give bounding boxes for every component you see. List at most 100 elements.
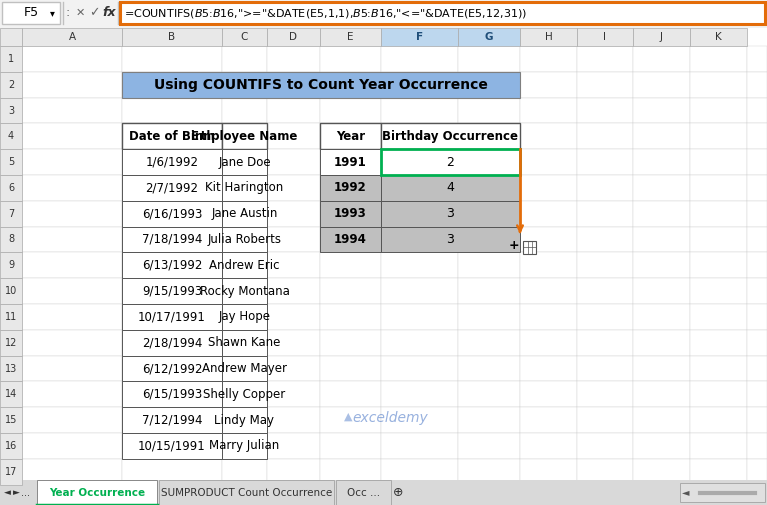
- Bar: [577, 123, 633, 149]
- Text: D: D: [289, 32, 298, 42]
- Text: 6/16/1993: 6/16/1993: [142, 207, 202, 220]
- Text: 13: 13: [5, 364, 17, 374]
- Bar: [0, 381, 22, 407]
- Bar: [458, 304, 520, 330]
- Bar: [22, 381, 122, 407]
- Bar: [747, 201, 767, 227]
- Bar: [747, 381, 767, 407]
- Bar: [458, 407, 520, 433]
- Bar: [458, 97, 520, 123]
- Bar: [633, 175, 690, 201]
- Text: F5: F5: [24, 7, 38, 20]
- Bar: [633, 28, 690, 46]
- Text: 17: 17: [5, 467, 17, 477]
- Bar: [122, 407, 222, 433]
- Bar: [520, 381, 577, 407]
- Bar: [267, 149, 320, 175]
- Text: 10/15/1991: 10/15/1991: [138, 439, 206, 452]
- Bar: [381, 149, 458, 175]
- Bar: [320, 97, 381, 123]
- Bar: [222, 175, 267, 201]
- Bar: [320, 278, 381, 304]
- Bar: [577, 433, 633, 459]
- Bar: [0, 356, 22, 381]
- Bar: [267, 252, 320, 278]
- Bar: [577, 356, 633, 381]
- Bar: [690, 278, 747, 304]
- Bar: [0, 175, 22, 201]
- Text: 11: 11: [5, 312, 17, 322]
- Bar: [381, 97, 458, 123]
- Bar: [520, 407, 577, 433]
- Bar: [523, 240, 536, 254]
- Text: Kit Harington: Kit Harington: [206, 181, 284, 194]
- Bar: [690, 72, 747, 97]
- Bar: [0, 201, 22, 227]
- Bar: [267, 356, 320, 381]
- Bar: [633, 201, 690, 227]
- Bar: [320, 175, 381, 201]
- Bar: [458, 123, 520, 149]
- Bar: [267, 72, 320, 97]
- Text: 1993: 1993: [334, 207, 367, 220]
- Text: 16: 16: [5, 441, 17, 451]
- Bar: [122, 381, 222, 407]
- Bar: [320, 175, 381, 201]
- Bar: [381, 72, 458, 97]
- Text: 2: 2: [446, 156, 454, 169]
- Bar: [320, 201, 381, 227]
- Text: Andrew Mayer: Andrew Mayer: [202, 362, 287, 375]
- Text: 8: 8: [8, 234, 14, 244]
- Bar: [22, 356, 122, 381]
- Bar: [747, 252, 767, 278]
- Text: 1994: 1994: [334, 233, 367, 246]
- Text: Marry Julian: Marry Julian: [209, 439, 280, 452]
- Text: ⊕: ⊕: [393, 486, 403, 499]
- Bar: [320, 46, 381, 72]
- Bar: [577, 459, 633, 485]
- Bar: [222, 252, 267, 278]
- Bar: [222, 356, 267, 381]
- Bar: [577, 330, 633, 356]
- Bar: [633, 330, 690, 356]
- Bar: [22, 407, 122, 433]
- Bar: [458, 46, 520, 72]
- Bar: [267, 46, 320, 72]
- Bar: [458, 433, 520, 459]
- Bar: [747, 72, 767, 97]
- Text: Jane Doe: Jane Doe: [218, 156, 271, 169]
- Text: :: :: [66, 7, 70, 20]
- Text: 6/15/1993: 6/15/1993: [142, 388, 202, 401]
- Bar: [22, 330, 122, 356]
- Bar: [22, 175, 122, 201]
- Bar: [222, 381, 267, 407]
- Bar: [122, 278, 222, 304]
- Bar: [0, 433, 22, 459]
- Bar: [0, 480, 767, 505]
- Text: 5: 5: [8, 157, 14, 167]
- Bar: [633, 278, 690, 304]
- Bar: [320, 227, 381, 252]
- Text: 1992: 1992: [334, 181, 367, 194]
- Bar: [0, 46, 22, 72]
- Bar: [122, 356, 222, 381]
- Bar: [520, 459, 577, 485]
- Bar: [520, 175, 577, 201]
- Text: J: J: [660, 32, 663, 42]
- Bar: [633, 227, 690, 252]
- Bar: [520, 149, 577, 175]
- Bar: [633, 407, 690, 433]
- Text: fx: fx: [102, 7, 116, 20]
- Bar: [381, 407, 458, 433]
- Bar: [458, 149, 520, 175]
- Text: ►: ►: [12, 488, 19, 497]
- Bar: [520, 28, 577, 46]
- Bar: [122, 149, 222, 175]
- Text: I: I: [604, 32, 607, 42]
- Bar: [520, 201, 577, 227]
- Text: 9: 9: [8, 260, 14, 270]
- Text: ◄: ◄: [4, 488, 11, 497]
- Bar: [633, 252, 690, 278]
- Bar: [267, 278, 320, 304]
- Bar: [633, 459, 690, 485]
